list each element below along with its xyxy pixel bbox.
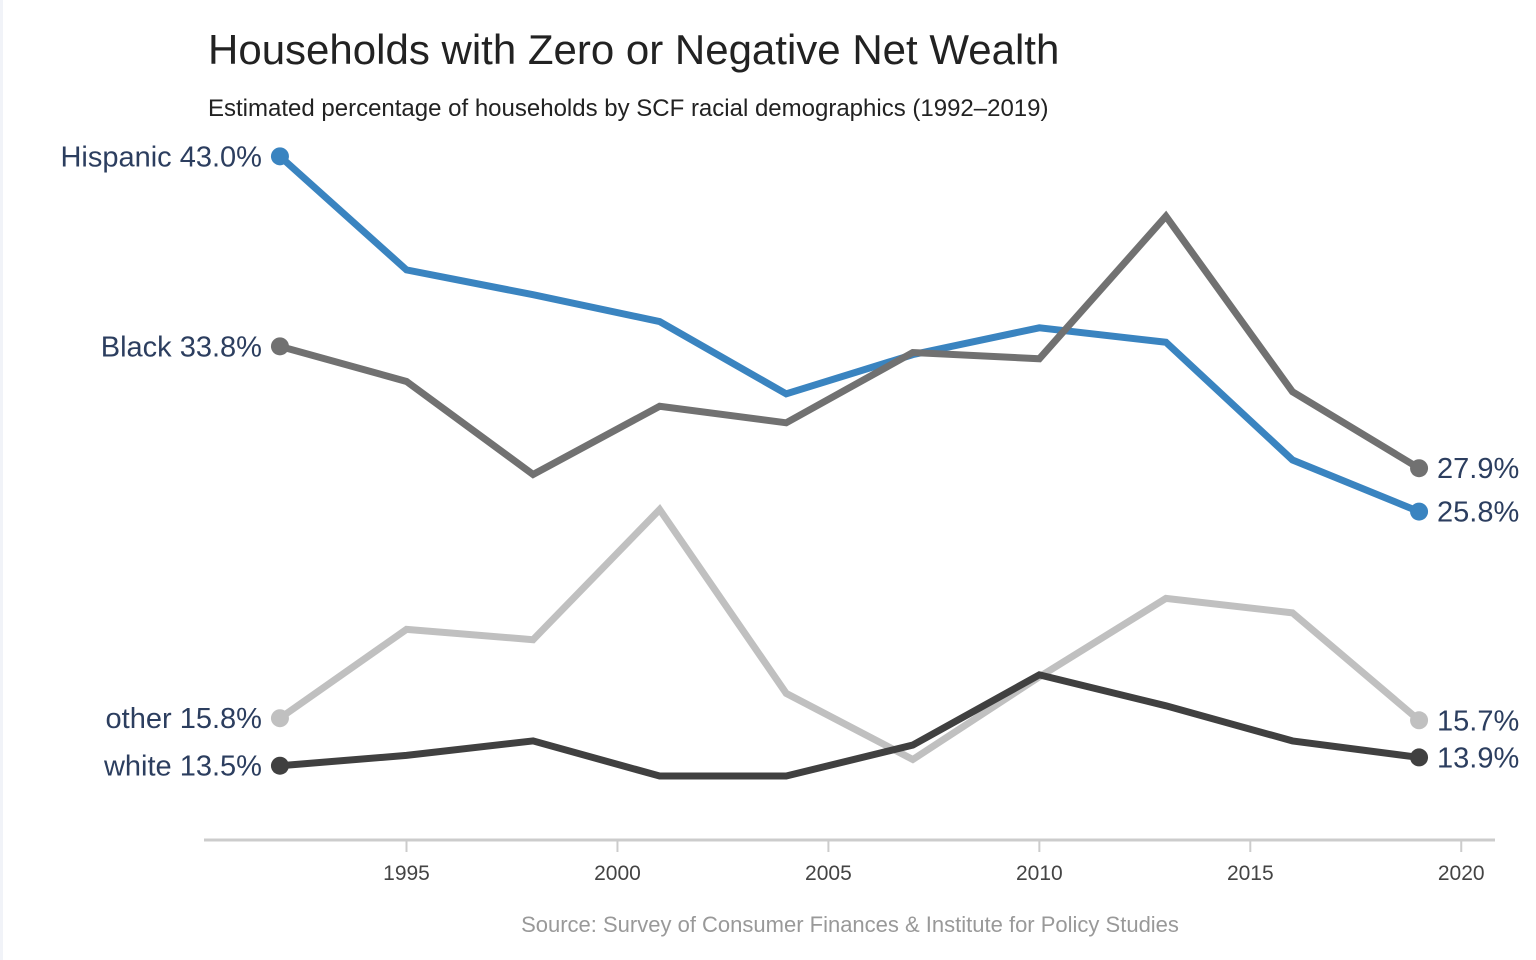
end-point-other: [1410, 711, 1429, 730]
series-line-black: [279, 210, 1421, 479]
end-point-white: [1410, 748, 1429, 767]
end-point-black: [1410, 459, 1429, 478]
chart-title: Households with Zero or Negative Net Wea…: [208, 26, 1060, 73]
start-point-black: [270, 337, 289, 356]
end-label-hispanic: 25.8%: [1437, 497, 1519, 529]
end-label-white: 13.9%: [1437, 742, 1519, 774]
start-label-white: white 13.5%: [103, 751, 262, 783]
x-tick-label: 2020: [1438, 862, 1485, 885]
start-point-hispanic: [270, 147, 289, 166]
start-point-white: [270, 756, 289, 775]
x-tick-label: 2005: [805, 862, 852, 885]
series-line-white: [279, 671, 1420, 780]
chart-subtitle: Estimated percentage of households by SC…: [208, 95, 1049, 122]
start-label-black: Black 33.8%: [101, 331, 262, 363]
end-label-other: 15.7%: [1437, 705, 1519, 737]
start-point-other: [270, 709, 289, 728]
label-layer: Hispanic 43.0% 25.8% Black 33.8% 27.9% other…: [60, 141, 1519, 782]
x-tick-label: 2015: [1227, 862, 1274, 885]
series-layer: [270, 147, 1429, 780]
x-tick-label: 1995: [383, 862, 430, 885]
x-tick-label: 2000: [594, 862, 641, 885]
end-point-hispanic: [1410, 502, 1429, 521]
x-axis: 1995 2000 2005 2010 2015 2020: [204, 838, 1495, 885]
chart-source: Source: Survey of Consumer Finances & In…: [521, 912, 1179, 937]
start-label-other: other 15.8%: [106, 703, 262, 735]
series-line-other: [277, 504, 1422, 764]
start-label-hispanic: Hispanic 43.0%: [60, 141, 262, 173]
series-line-hispanic: [277, 153, 1421, 515]
x-tick-label: 2010: [1016, 862, 1063, 885]
left-edge-strip: [0, 0, 3, 960]
end-label-black: 27.9%: [1437, 453, 1519, 485]
